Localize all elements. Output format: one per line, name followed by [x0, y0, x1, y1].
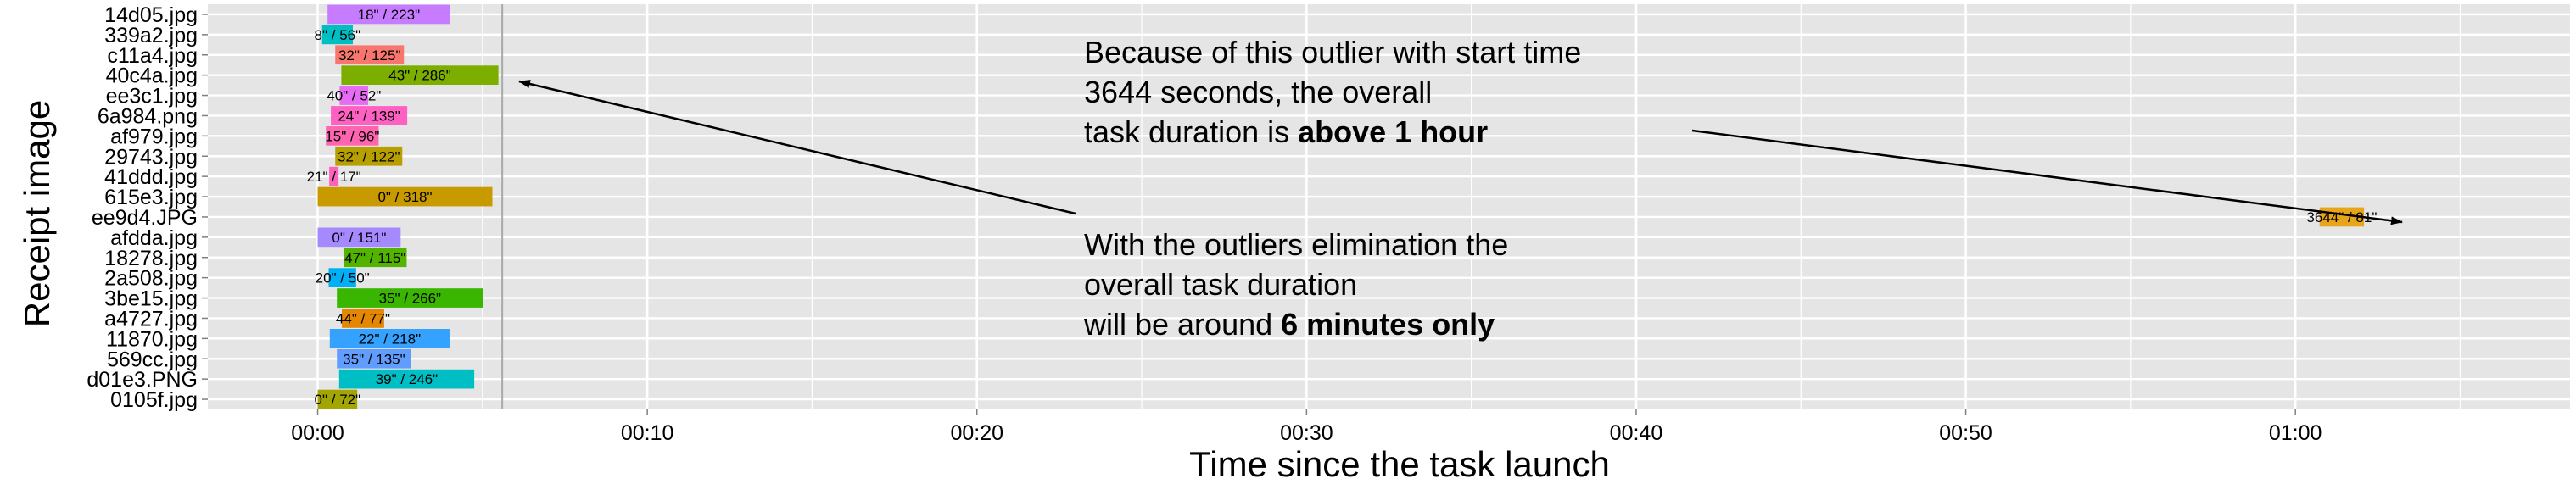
- annotation-text: With the outliers elimination the: [1084, 227, 1508, 262]
- bar-data-label: 47" / 115": [344, 250, 405, 266]
- bars-layer: 18" / 223" 8" / 56" 32" / 125" 43" / 286" 40…: [307, 4, 2377, 409]
- annotations-layer: Because of this outlier with start time 3…: [1083, 35, 1581, 342]
- x-tick-label: 01:00: [2269, 421, 2322, 445]
- bar: [317, 186, 493, 207]
- y-tick-label: 11870.jpg: [106, 327, 198, 351]
- y-tick-label: 2a508.jpg: [104, 267, 198, 291]
- y-tick-label: 18278.jpg: [104, 247, 198, 270]
- bar: [335, 146, 403, 166]
- annotation-text: overall task duration: [1084, 267, 1357, 302]
- y-tick-label: af979.jpg: [110, 125, 198, 148]
- y-tick-label: 6a984.png: [98, 104, 198, 128]
- bar-data-label: 35" / 135": [343, 351, 405, 367]
- annotation-line: 3644 seconds, the overall: [1084, 75, 1432, 109]
- y-tick-label: d01e3.PNG: [87, 368, 198, 392]
- bar-data-label: 0" / 151": [332, 230, 386, 246]
- bar: [329, 328, 450, 348]
- annotation-line: With the outliers elimination the: [1084, 227, 1508, 262]
- bar-data-label: 8" / 56": [315, 27, 361, 43]
- bar-data-label: 24" / 139": [338, 108, 400, 124]
- bar-data-label: 22" / 218": [359, 331, 422, 347]
- y-tick-label: 14d05.jpg: [104, 3, 198, 27]
- y-tick-label: afdda.jpg: [110, 226, 198, 250]
- bar-data-label: 18" / 223": [358, 7, 421, 23]
- arrow-to-outlier: [1691, 129, 2403, 225]
- bar: [339, 86, 369, 105]
- y-tick-label: ee9d4.JPG: [92, 206, 198, 230]
- bar-data-label: 21" / 17": [307, 169, 361, 185]
- bar-data-label: 39" / 246": [376, 371, 439, 387]
- annotation-text: Because of this outlier with start time: [1084, 35, 1581, 70]
- annotation-line: overall task duration: [1084, 267, 1357, 302]
- annotation-text: task duration is: [1084, 114, 1298, 149]
- annotation-text: 6 minutes only: [1281, 307, 1495, 342]
- annotation-line: will be around 6 minutes only: [1083, 307, 1495, 342]
- bar-data-label: 40" / 52": [327, 88, 381, 104]
- y-axis-title: Receipt image: [17, 100, 57, 327]
- bar: [337, 288, 483, 308]
- y-tick-label: 615e3.jpg: [104, 186, 198, 209]
- y-tick-label: 0105f.jpg: [110, 388, 198, 412]
- bar: [328, 268, 356, 288]
- y-tick-label: 339a2.jpg: [104, 24, 198, 47]
- annotation-text: will be around: [1083, 307, 1281, 342]
- x-tick-label: 00:40: [1610, 421, 1663, 445]
- annotation-line: task duration is above 1 hour: [1084, 114, 1488, 149]
- bar: [321, 25, 353, 45]
- bar: [341, 65, 499, 86]
- bar: [326, 125, 379, 146]
- x-tick-label: 00:20: [950, 421, 1003, 445]
- bar: [335, 45, 405, 65]
- bar-data-label: 20" / 50": [316, 270, 370, 287]
- y-tick-label: 41ddd.jpg: [104, 165, 198, 189]
- y-tick-label: 40c4a.jpg: [106, 64, 198, 88]
- y-tick-label: a4727.jpg: [104, 307, 198, 331]
- y-tick-label: 569cc.jpg: [107, 348, 198, 371]
- bar: [317, 227, 401, 248]
- x-tick-label: 00:50: [1939, 421, 1992, 445]
- x-tick-label: 00:10: [621, 421, 674, 445]
- grid-lines: [208, 4, 2570, 409]
- annotation-line: Because of this outlier with start time: [1084, 35, 1581, 70]
- bar: [338, 369, 475, 389]
- bar-data-label: 15" / 96": [325, 128, 379, 144]
- bar-data-label: 32" / 122": [338, 148, 400, 164]
- annotation-text: 3644 seconds, the overall: [1084, 75, 1432, 109]
- bar: [337, 348, 411, 369]
- plot-panel: [208, 4, 2570, 409]
- bar: [327, 4, 450, 25]
- bar-data-label: 35" / 266": [379, 291, 442, 307]
- bar-data-label: 44" / 77": [336, 310, 390, 326]
- annotation-text: above 1 hour: [1298, 114, 1488, 149]
- bar: [317, 389, 358, 409]
- bar: [342, 309, 384, 328]
- x-axis-title: Time since the task launch: [1189, 444, 1610, 484]
- y-tick-labels: 14d05.jpg339a2.jpgc11a4.jpg40c4a.jpgee3c…: [87, 3, 208, 412]
- bar-data-label: 0" / 318": [377, 189, 432, 205]
- bar-data-label: 0" / 72": [315, 392, 361, 408]
- bar-data-label: 32" / 125": [338, 47, 401, 64]
- x-tick-labels: 00:00 00:10 00:20 00:30 00:40 00:50 01:00: [291, 409, 2322, 445]
- bar: [343, 248, 407, 268]
- y-tick-label: 3be15.jpg: [104, 287, 198, 311]
- x-tick-label: 00:30: [1280, 421, 1333, 445]
- y-tick-label: ee3c1.jpg: [106, 85, 198, 108]
- arrow-to-reference-line: [518, 80, 1076, 215]
- bar-data-label: 3644" / 81": [2306, 209, 2377, 225]
- bar-data-label: 43" / 286": [388, 68, 451, 84]
- y-tick-label: 29743.jpg: [104, 145, 198, 169]
- bar: [329, 166, 339, 186]
- bar: [331, 106, 408, 125]
- y-tick-label: c11a4.jpg: [107, 44, 198, 68]
- x-tick-label: 00:00: [291, 421, 344, 445]
